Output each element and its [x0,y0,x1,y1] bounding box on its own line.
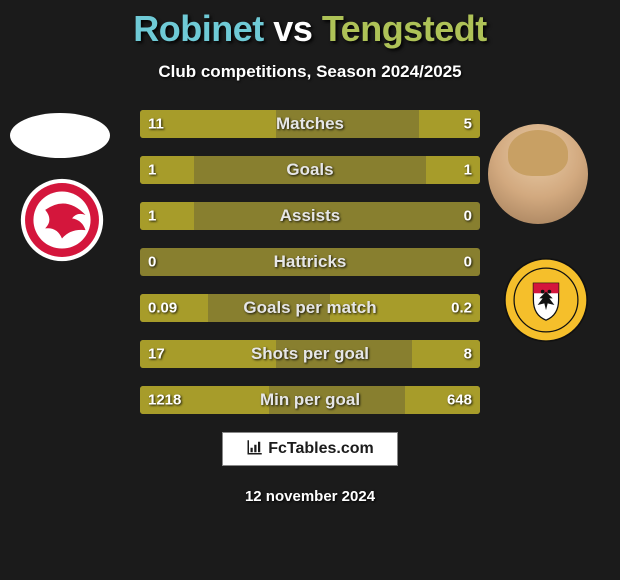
stat-label: Shots per goal [140,344,480,364]
comparison-title: Robinet vs Tengstedt [0,0,620,50]
stat-label: Matches [140,114,480,134]
stat-label: Hattricks [140,252,480,272]
player2-club-badge [504,258,588,342]
title-player2: Tengstedt [322,8,487,49]
stats-bars: 115Matches 11Goals 10Assists 00Hattricks 0.0… [140,110,480,414]
chart-icon [246,438,264,461]
stat-label: Goals per match [140,298,480,318]
stat-row: 10Assists [140,202,480,230]
stat-row: 1218648Min per goal [140,386,480,414]
title-player1: Robinet [133,8,263,49]
stat-row: 178Shots per goal [140,340,480,368]
stat-label: Min per goal [140,390,480,410]
stat-row: 0.090.2Goals per match [140,294,480,322]
stat-label: Assists [140,206,480,226]
branding-text: FcTables.com [268,440,374,458]
title-vs: vs [273,8,312,49]
player1-club-badge [20,178,104,262]
comparison-subtitle: Club competitions, Season 2024/2025 [0,62,620,82]
branding-box: FcTables.com [222,432,398,466]
stat-label: Goals [140,160,480,180]
stat-row: 11Goals [140,156,480,184]
stat-row: 115Matches [140,110,480,138]
player2-avatar [488,124,588,224]
player1-avatar [10,113,110,158]
stat-row: 00Hattricks [140,248,480,276]
date-label: 12 november 2024 [0,488,620,505]
